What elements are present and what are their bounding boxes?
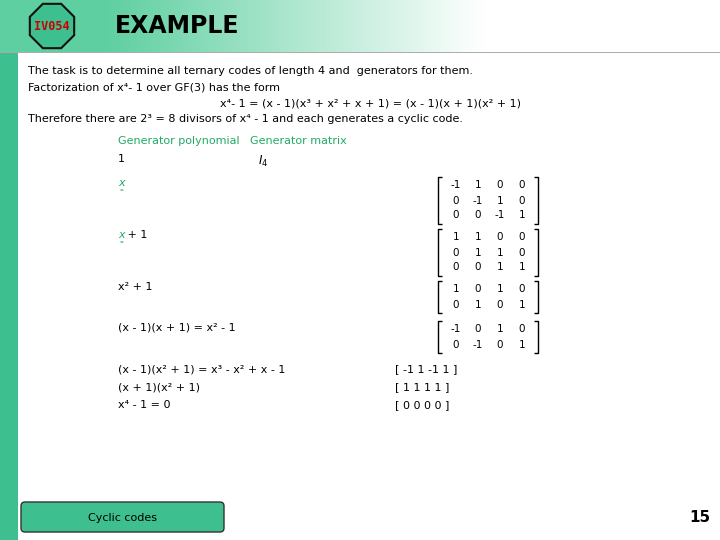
Text: 0: 0 bbox=[518, 233, 526, 242]
Text: 0: 0 bbox=[497, 300, 503, 309]
Text: -1: -1 bbox=[451, 325, 462, 334]
Text: 1: 1 bbox=[453, 285, 459, 294]
Text: IV054: IV054 bbox=[34, 19, 70, 32]
Text: x⁴- 1 = (x - 1)(x³ + x² + x + 1) = (x - 1)(x + 1)(x² + 1): x⁴- 1 = (x - 1)(x³ + x² + x + 1) = (x - … bbox=[220, 98, 521, 108]
Text: -1: -1 bbox=[495, 211, 505, 220]
Text: The task is to determine all ternary codes of length 4 and  generators for them.: The task is to determine all ternary cod… bbox=[28, 66, 473, 76]
Text: 1: 1 bbox=[497, 325, 503, 334]
Text: 0: 0 bbox=[518, 247, 526, 258]
Text: 1: 1 bbox=[518, 262, 526, 273]
Text: x: x bbox=[118, 230, 125, 240]
Text: 1: 1 bbox=[474, 180, 481, 191]
Text: 1: 1 bbox=[518, 340, 526, 349]
Text: 1: 1 bbox=[518, 211, 526, 220]
Text: 0: 0 bbox=[518, 180, 526, 191]
Text: 1: 1 bbox=[474, 247, 481, 258]
Text: [ -1 1 -1 1 ]: [ -1 1 -1 1 ] bbox=[395, 364, 457, 374]
Text: + 1: + 1 bbox=[124, 230, 148, 240]
Text: Generator polynomial: Generator polynomial bbox=[118, 136, 240, 146]
Text: 0: 0 bbox=[453, 262, 459, 273]
Text: EXAMPLE: EXAMPLE bbox=[115, 14, 240, 38]
Text: 0: 0 bbox=[453, 340, 459, 349]
Polygon shape bbox=[30, 4, 74, 48]
Text: 1: 1 bbox=[497, 195, 503, 206]
Text: -1: -1 bbox=[451, 180, 462, 191]
Text: 0: 0 bbox=[453, 195, 459, 206]
Text: (x - 1)(x² + 1) = x³ - x² + x - 1: (x - 1)(x² + 1) = x³ - x² + x - 1 bbox=[118, 364, 285, 374]
Text: [ 1 1 1 1 ]: [ 1 1 1 1 ] bbox=[395, 382, 449, 392]
Text: [ 0 0 0 0 ]: [ 0 0 0 0 ] bbox=[395, 400, 449, 410]
Text: 0: 0 bbox=[474, 262, 481, 273]
Text: x⁴ - 1 = 0: x⁴ - 1 = 0 bbox=[118, 400, 171, 410]
Text: (x + 1)(x² + 1): (x + 1)(x² + 1) bbox=[118, 382, 200, 392]
Text: 0: 0 bbox=[453, 247, 459, 258]
Text: 1: 1 bbox=[453, 233, 459, 242]
Text: 0: 0 bbox=[518, 195, 526, 206]
Text: 1: 1 bbox=[474, 300, 481, 309]
Text: Therefore there are 2³ = 8 divisors of x⁴ - 1 and each generates a cyclic code.: Therefore there are 2³ = 8 divisors of x… bbox=[28, 114, 463, 124]
Text: 15: 15 bbox=[690, 510, 711, 525]
Text: Generator matrix: Generator matrix bbox=[250, 136, 347, 146]
Text: x² + 1: x² + 1 bbox=[118, 282, 153, 292]
Text: 0: 0 bbox=[453, 300, 459, 309]
Text: 0: 0 bbox=[453, 211, 459, 220]
Text: $I_4$: $I_4$ bbox=[258, 154, 269, 169]
Text: 0: 0 bbox=[497, 340, 503, 349]
FancyBboxPatch shape bbox=[21, 502, 224, 532]
Text: 0: 0 bbox=[474, 285, 481, 294]
Text: -1: -1 bbox=[473, 340, 483, 349]
Text: Cyclic codes: Cyclic codes bbox=[88, 513, 156, 523]
Text: 1: 1 bbox=[518, 300, 526, 309]
Text: 0: 0 bbox=[518, 325, 526, 334]
Text: x: x bbox=[118, 178, 125, 188]
Text: 0: 0 bbox=[474, 211, 481, 220]
Text: 1: 1 bbox=[497, 285, 503, 294]
Text: 1: 1 bbox=[474, 233, 481, 242]
Text: (x - 1)(x + 1) = x² - 1: (x - 1)(x + 1) = x² - 1 bbox=[118, 322, 235, 332]
Text: 1: 1 bbox=[497, 262, 503, 273]
Text: 0: 0 bbox=[497, 180, 503, 191]
Bar bbox=[0, 52, 18, 540]
Text: -1: -1 bbox=[473, 195, 483, 206]
Text: 0: 0 bbox=[518, 285, 526, 294]
Text: 1: 1 bbox=[497, 247, 503, 258]
Text: 0: 0 bbox=[497, 233, 503, 242]
Text: 1: 1 bbox=[118, 154, 125, 164]
Text: Factorization of x⁴- 1 over GF(3) has the form: Factorization of x⁴- 1 over GF(3) has th… bbox=[28, 82, 280, 92]
Text: 0: 0 bbox=[474, 325, 481, 334]
